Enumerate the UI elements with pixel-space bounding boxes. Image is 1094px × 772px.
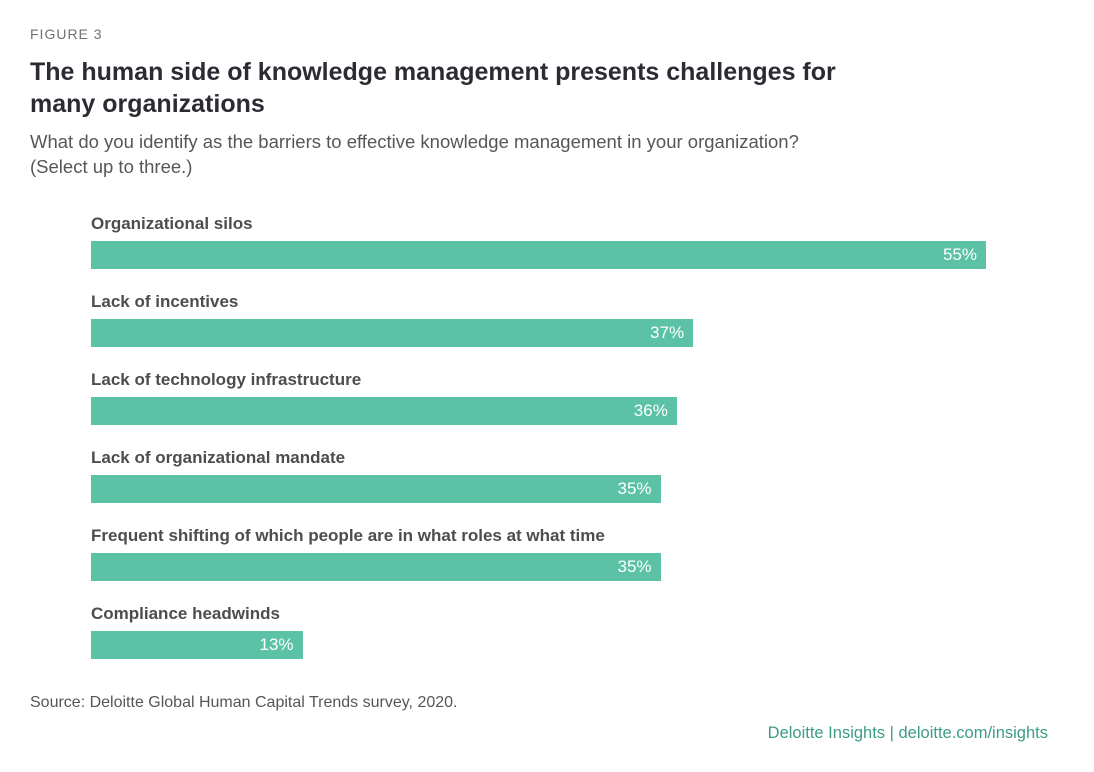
bar: 35% <box>91 474 661 503</box>
chart-title: The human side of knowledge management p… <box>30 58 836 118</box>
bar-category-label: Lack of organizational mandate <box>91 447 346 467</box>
bar-group: Lack of organizational mandate 35% <box>91 448 986 503</box>
bar-group: Lack of incentives 37% <box>91 292 986 347</box>
bar-category-label: Compliance headwinds <box>91 603 280 623</box>
bar-value-label: 37% <box>650 322 685 342</box>
bar-category-label: Frequent shifting of which people are in… <box>91 525 605 545</box>
bar-track: 55% <box>91 240 986 269</box>
deloitte-insights-footer: Deloitte Insights | deloitte.com/insight… <box>767 724 1048 742</box>
chart-subtitle-question: What do you identify as the barriers to … <box>30 131 799 152</box>
bar-group: Compliance headwinds 13% <box>91 604 986 659</box>
bar-group: Organizational silos 55% <box>91 214 986 269</box>
bar-chart: Organizational silos 55% Lack of incentive… <box>91 214 986 659</box>
bar: 35% <box>91 552 661 581</box>
bar-track: 37% <box>91 318 986 347</box>
bar-track: 36% <box>91 396 986 425</box>
bar: 37% <box>91 318 694 347</box>
bar-value-label: 35% <box>617 556 652 576</box>
bar-value-label: 35% <box>617 478 652 498</box>
bar: 36% <box>91 396 677 425</box>
bar: 55% <box>91 240 986 269</box>
bar-category-label: Organizational silos <box>91 213 253 233</box>
bar-group: Frequent shifting of which people are in… <box>91 526 986 581</box>
bar-track: 13% <box>91 630 986 659</box>
bar-value-label: 13% <box>259 634 294 654</box>
chart-subtitle-instruction: (Select up to three.) <box>30 155 193 177</box>
chart-subtitle: What do you identify as the barriers to … <box>30 130 1010 180</box>
bar-track: 35% <box>91 552 986 581</box>
figure-number-label: FIGURE 3 <box>30 26 103 42</box>
bar-group: Lack of technology infrastructure 36% <box>91 370 986 425</box>
bar: 13% <box>91 630 303 659</box>
bar-category-label: Lack of incentives <box>91 291 239 311</box>
bar-track: 35% <box>91 474 986 503</box>
bar-value-label: 36% <box>633 400 668 420</box>
bar-category-label: Lack of technology infrastructure <box>91 369 362 389</box>
bar-value-label: 55% <box>942 244 977 264</box>
source-note: Source: Deloitte Global Human Capital Tr… <box>30 694 458 711</box>
